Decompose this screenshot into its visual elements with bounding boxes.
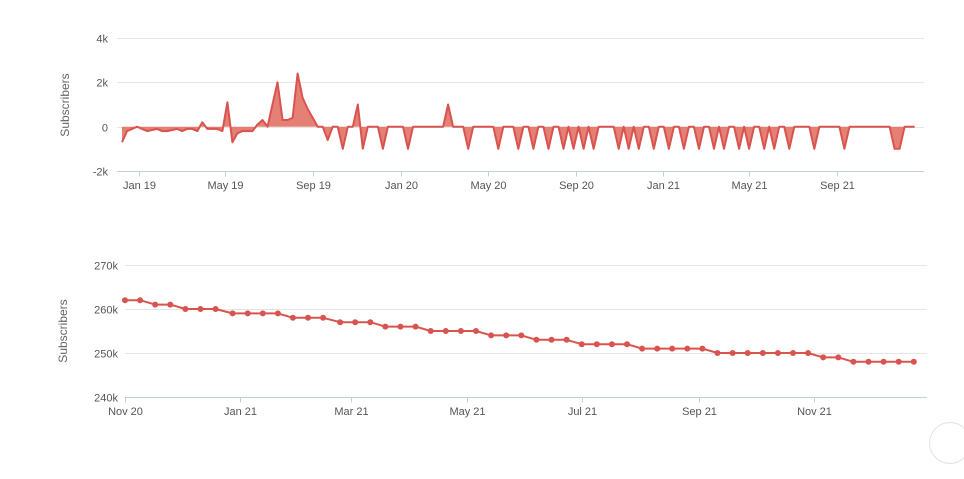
chart-1: -2k 0 2k 4k Jan 19 May 19 Sep 19 Jan 20 May 20 Se… [58,34,924,192]
data-point [122,297,128,304]
data-point [244,310,251,317]
data-point [289,314,296,321]
data-point [533,336,540,343]
x-tick-label: May 21 [449,406,485,418]
y-tick-label: -2k [93,167,109,179]
data-point [337,319,344,326]
x-tick-label: May 21 [731,180,767,192]
data-point [412,323,419,330]
data-point [714,350,721,356]
y-tick-label: 250k [94,349,118,361]
data-point [137,297,144,304]
data-point [820,354,827,361]
y-tick-label: 4k [96,34,108,46]
data-point [320,314,327,321]
data-point [578,341,585,348]
data-point [352,319,359,326]
y-tick-label: 0 [102,123,108,135]
y-tick-label: 270k [94,261,118,273]
scroll-handle[interactable] [929,422,964,464]
data-point [548,336,555,343]
y-axis-title: Subscribers [58,73,72,136]
data-point [229,310,236,317]
x-tick-label: Jan 21 [647,180,680,192]
data-point [503,332,510,339]
y-tick-label: 260k [94,305,118,317]
x-tick-label: Jan 21 [224,406,257,418]
series-line [121,72,915,150]
data-point [744,350,751,356]
series-area [122,73,915,149]
x-tick-label: Sep 20 [559,180,594,192]
x-tick-label: Mar 21 [334,406,368,418]
data-point [382,323,389,330]
x-tick-label: Sep 19 [296,180,331,192]
x-tick-label: Jan 19 [123,180,156,192]
data-point [427,328,434,334]
data-point [167,301,174,308]
data-point [212,306,219,312]
data-point [865,358,872,365]
data-point [473,328,479,334]
data-point [152,301,159,308]
data-point [488,332,495,339]
x-tick-label: Nov 20 [108,406,143,418]
data-point [442,328,449,334]
data-point [669,345,676,352]
data-point [850,358,857,365]
data-point [367,319,374,326]
x-tick-label: Jan 20 [385,180,418,192]
data-point [774,350,781,356]
data-point [182,306,189,312]
data-point [397,323,404,330]
data-point [684,345,691,352]
chart-2: 240k 250k 260k 270k Nov 20 Jan 21 Mar 21 May 21… [56,261,927,418]
data-point [729,350,736,356]
x-tick-label: May 19 [207,180,243,192]
data-point [639,345,646,352]
data-point [895,358,902,365]
data-point [699,345,706,352]
data-point [805,350,812,356]
data-point [518,332,525,339]
data-point [835,354,842,361]
data-point [608,341,615,348]
x-tick-label: May 20 [470,180,506,192]
data-point [197,306,204,312]
data-point [790,350,796,356]
x-tick-label: Jul 21 [568,406,597,418]
data-point [563,336,570,343]
data-point [274,310,281,317]
y-tick-label: 2k [96,78,108,90]
x-tick-label: Sep 21 [682,406,717,418]
data-point [654,345,661,352]
x-tick-label: Nov 21 [797,406,832,418]
data-point [759,350,766,356]
x-tick-label: Sep 21 [820,180,855,192]
data-point [593,341,600,348]
y-tick-label: 240k [94,393,118,405]
data-point [305,314,311,321]
data-point [259,310,266,317]
data-point [624,341,630,348]
data-point [880,358,887,365]
data-point [910,358,917,365]
y-axis-title: Subscribers [56,299,70,362]
data-point [457,328,464,334]
